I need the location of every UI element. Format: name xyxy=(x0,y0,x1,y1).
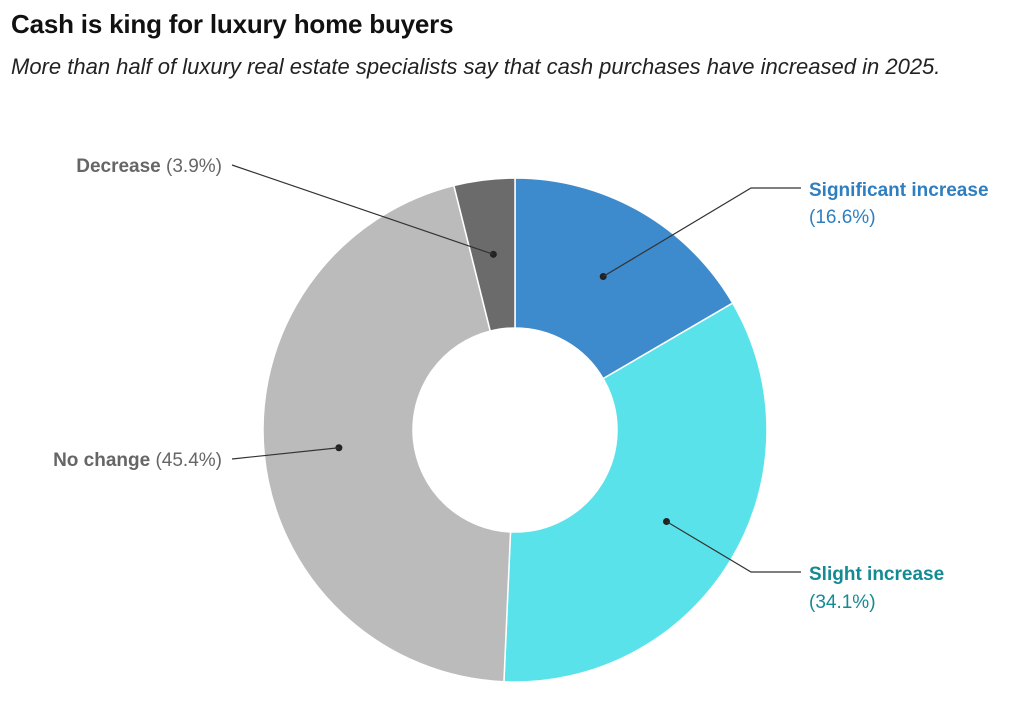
chart-title: Cash is king for luxury home buyers xyxy=(11,9,454,39)
slice-label-name: Significant increase xyxy=(809,180,989,201)
slice-label-name: Slight increase xyxy=(809,564,944,585)
leader-lines xyxy=(231,164,801,573)
slice-label: Decrease (3.9%) xyxy=(76,156,222,177)
chart-subtitle: More than half of luxury real estate spe… xyxy=(11,54,941,79)
slice-significant-increase xyxy=(514,177,734,380)
leader-line xyxy=(666,521,801,573)
slice-decrease xyxy=(452,177,516,332)
leader-line xyxy=(602,187,801,278)
slice-label-value: (16.6%) xyxy=(809,207,876,228)
donut-slices xyxy=(262,177,768,683)
slice-slight-increase xyxy=(503,302,768,683)
slice-no-change xyxy=(262,184,512,683)
slice-label: No change (45.4%) xyxy=(53,450,222,471)
leader-line xyxy=(231,447,339,460)
slice-label-value: (34.1%) xyxy=(809,592,876,613)
slice-labels: Significant increase (16.6%) Slight increa… xyxy=(53,156,988,613)
leader-line xyxy=(231,164,494,255)
